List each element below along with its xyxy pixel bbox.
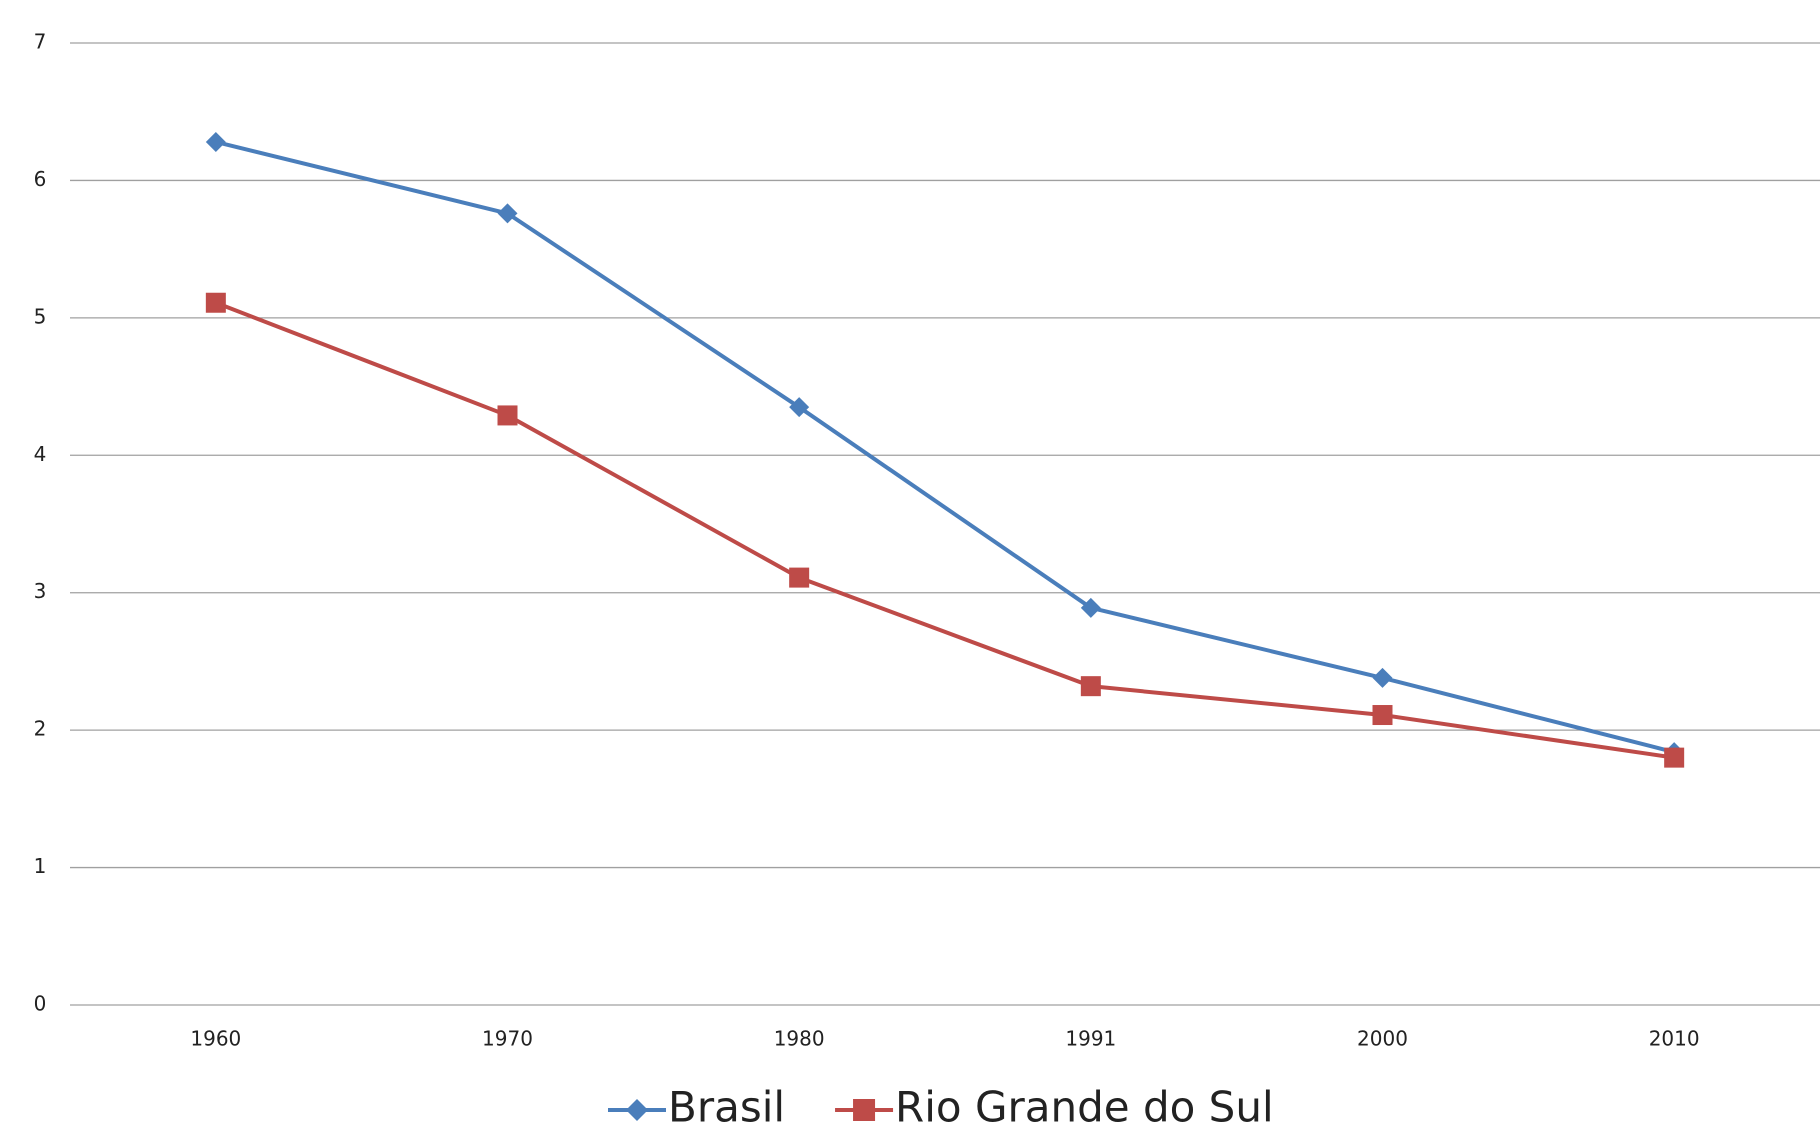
marker [1080, 676, 1101, 697]
y-tick-label: 2 [34, 717, 47, 741]
y-tick-label: 6 [34, 167, 47, 191]
y-tick-label: 4 [34, 442, 47, 466]
y-tick-label: 3 [34, 579, 47, 603]
marker [497, 405, 518, 426]
marker [497, 203, 518, 224]
x-tick-label: 2000 [1357, 1027, 1408, 1051]
marker [205, 131, 226, 152]
series [205, 131, 1685, 763]
series [205, 292, 1685, 768]
y-tick-label: 5 [34, 304, 47, 328]
marker [205, 292, 226, 313]
marker [789, 397, 810, 418]
y-tick-label: 7 [34, 30, 47, 54]
legend-marker [626, 1099, 648, 1121]
legend-marker [853, 1099, 876, 1121]
line [215, 300, 1675, 760]
x-tick-label: 1991 [1065, 1027, 1116, 1051]
legend-label: Rio Grande do Sul [895, 1083, 1274, 1131]
marker [1372, 667, 1393, 688]
x-tick-label: 1960 [190, 1027, 241, 1051]
legend: Brasil Rio Grande do Sul [608, 1083, 1274, 1132]
y-tick-label: 0 [34, 992, 47, 1016]
marker [1372, 705, 1393, 726]
x-tick-label: 1980 [774, 1027, 825, 1051]
x-tick-label: 1970 [482, 1027, 533, 1051]
marker [1664, 747, 1685, 768]
marker [1080, 597, 1101, 618]
line [215, 140, 1675, 755]
marker [789, 567, 810, 588]
y-tick-label: 1 [34, 854, 47, 878]
x-tick-label: 2010 [1649, 1027, 1700, 1051]
legend-label: Brasil [668, 1083, 785, 1131]
